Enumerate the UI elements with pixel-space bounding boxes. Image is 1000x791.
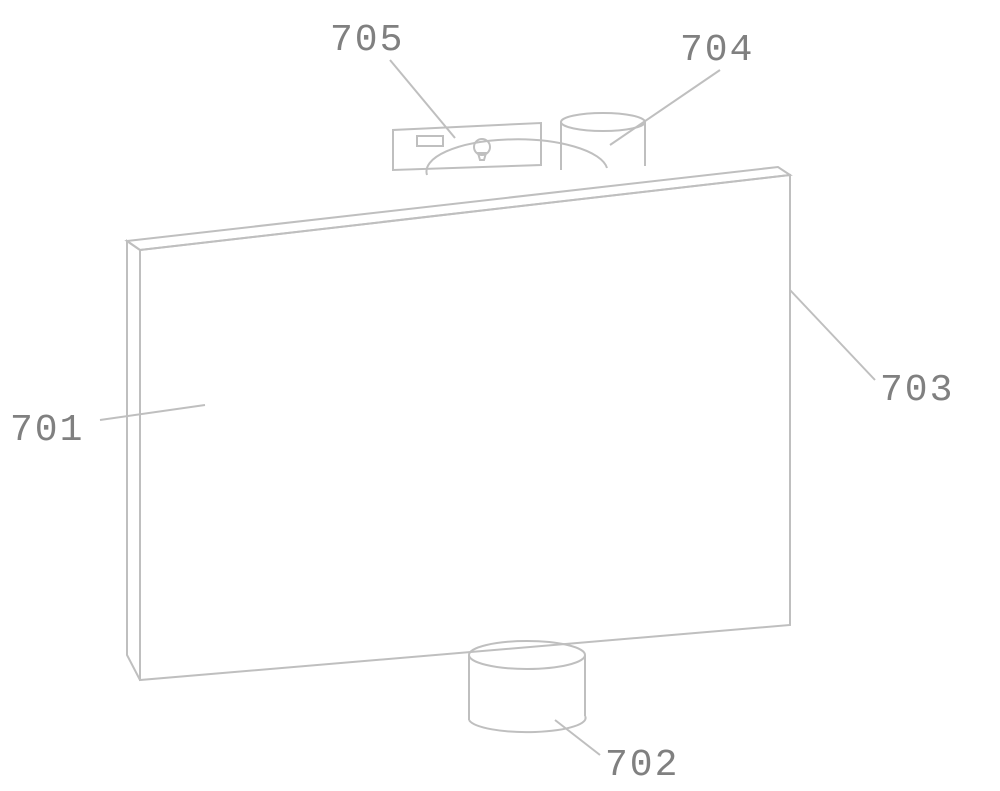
label-704: 704 (680, 29, 754, 72)
labels-group: 705 704 703 702 701 (10, 19, 954, 787)
box-front-face (140, 175, 790, 680)
leader-ll703 (790, 290, 875, 380)
top-arc (426, 139, 607, 175)
geometry-group (127, 113, 790, 732)
label-703: 703 (880, 369, 954, 412)
leader-ll704 (610, 70, 720, 145)
label-702: 702 (605, 744, 679, 787)
bottom-port-top-ellipse (469, 641, 585, 669)
box-left-face (127, 241, 140, 680)
label-705: 705 (330, 19, 404, 62)
box-top-face (127, 167, 790, 250)
diagram-svg: 705 704 703 702 701 (0, 0, 1000, 791)
leader-ll705 (390, 60, 455, 138)
label-701: 701 (10, 409, 84, 452)
top-cylinder-top-arc-back (561, 113, 645, 122)
leader-ll701 (100, 405, 205, 420)
panel-slot (417, 136, 443, 146)
top-panel-outline (393, 123, 541, 170)
